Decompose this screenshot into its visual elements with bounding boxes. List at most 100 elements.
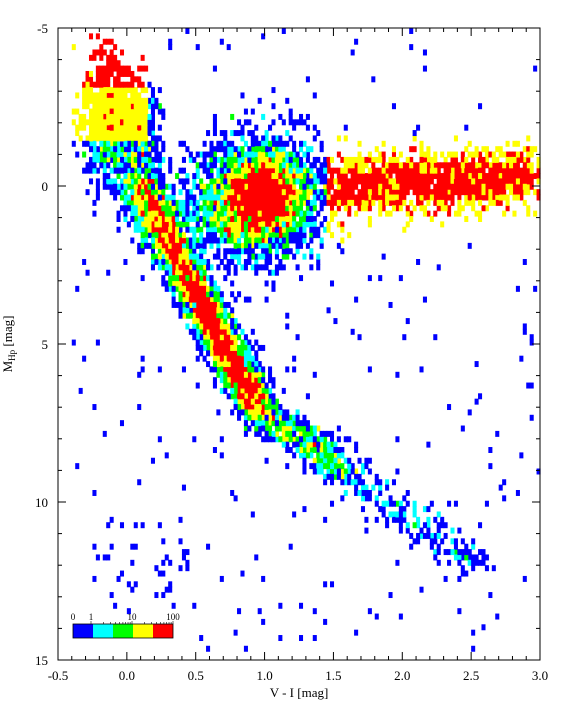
density-bin: [333, 318, 338, 325]
density-bin: [202, 275, 207, 282]
density-bin: [319, 221, 324, 228]
density-bin: [188, 328, 193, 335]
density-bin: [295, 221, 300, 228]
density-bin: [481, 559, 486, 566]
density-bin: [329, 473, 335, 480]
density-bin: [230, 140, 235, 147]
density-bin: [447, 500, 452, 507]
density-bin: [154, 156, 159, 163]
density-bin: [474, 210, 479, 217]
density-bin: [381, 183, 386, 190]
density-bin: [119, 162, 125, 169]
density-bin: [257, 178, 262, 185]
density-bin: [305, 216, 310, 222]
density-bin: [295, 237, 300, 244]
density-bin: [237, 151, 242, 158]
density-bin: [212, 344, 217, 351]
density-bin: [144, 162, 149, 169]
density-bin: [140, 226, 145, 233]
density-bin: [261, 264, 266, 271]
density-bin: [150, 146, 155, 153]
density-bin: [440, 538, 445, 545]
density-bin: [247, 258, 252, 265]
density-bin: [271, 178, 276, 185]
density-bin: [199, 339, 204, 346]
density-bin: [157, 156, 162, 163]
density-bin: [240, 156, 245, 163]
density-bin: [285, 447, 290, 453]
density-bin: [195, 328, 200, 335]
density-bin: [216, 242, 221, 249]
density-bin: [212, 210, 217, 217]
density-bin: [436, 194, 441, 201]
density-bin: [526, 156, 531, 163]
density-bin: [181, 307, 186, 314]
density-bin: [288, 221, 293, 228]
density-bin: [350, 194, 355, 201]
density-bin: [185, 242, 190, 249]
density-bin: [271, 183, 276, 190]
density-bin: [278, 602, 283, 609]
density-bin: [209, 275, 214, 282]
density-bin: [181, 253, 186, 260]
density-bin: [175, 258, 180, 265]
density-bin: [347, 463, 352, 470]
density-bin: [233, 328, 238, 335]
density-bin: [223, 205, 228, 212]
density-bin: [181, 301, 186, 308]
density-bin: [82, 151, 87, 158]
density-bin: [171, 264, 176, 271]
density-bin: [278, 216, 283, 222]
density-bin: [254, 430, 259, 437]
density-bin: [257, 199, 262, 206]
density-bin: [402, 189, 407, 196]
density-bin: [457, 167, 462, 174]
density-bin: [281, 183, 286, 190]
density-bin: [192, 242, 197, 249]
density-bin: [274, 398, 279, 405]
density-bin: [254, 221, 259, 228]
density-bin: [257, 189, 262, 196]
density-bin: [85, 92, 90, 99]
density-bin: [119, 81, 125, 88]
density-bin: [164, 199, 169, 206]
density-bin: [199, 318, 204, 325]
density-bin: [140, 366, 145, 373]
density-bin: [333, 457, 338, 464]
density-bin: [102, 76, 107, 83]
density-bin: [226, 382, 231, 389]
density-bin: [150, 205, 155, 212]
density-bin: [168, 237, 173, 244]
density-bin: [88, 108, 94, 115]
density-bin: [116, 140, 121, 147]
density-bin: [460, 156, 465, 163]
density-bin: [206, 199, 211, 206]
density-bin: [257, 162, 262, 169]
density-bin: [460, 205, 465, 212]
density-bin: [206, 344, 211, 351]
density-bin: [299, 178, 304, 185]
density-bin: [119, 65, 125, 72]
density-bin: [264, 420, 269, 427]
density-bin: [212, 226, 217, 233]
density-bin: [402, 226, 407, 233]
density-bin: [326, 226, 331, 233]
density-bin: [329, 479, 335, 486]
density-bin: [436, 511, 441, 518]
density-bin: [150, 242, 155, 249]
density-bin: [309, 264, 314, 271]
density-bin: [209, 232, 214, 239]
density-bin: [302, 216, 307, 222]
density-bin: [168, 162, 173, 169]
density-bin: [119, 570, 125, 577]
density-bin: [254, 398, 259, 405]
density-bin: [106, 522, 111, 529]
density-bin: [319, 452, 324, 459]
density-bin: [240, 183, 245, 190]
density-bin: [230, 156, 235, 163]
density-bin: [419, 366, 424, 373]
density-bin: [498, 173, 503, 180]
density-bin: [481, 194, 486, 201]
density-bin: [257, 140, 262, 147]
density-bin: [226, 361, 231, 368]
